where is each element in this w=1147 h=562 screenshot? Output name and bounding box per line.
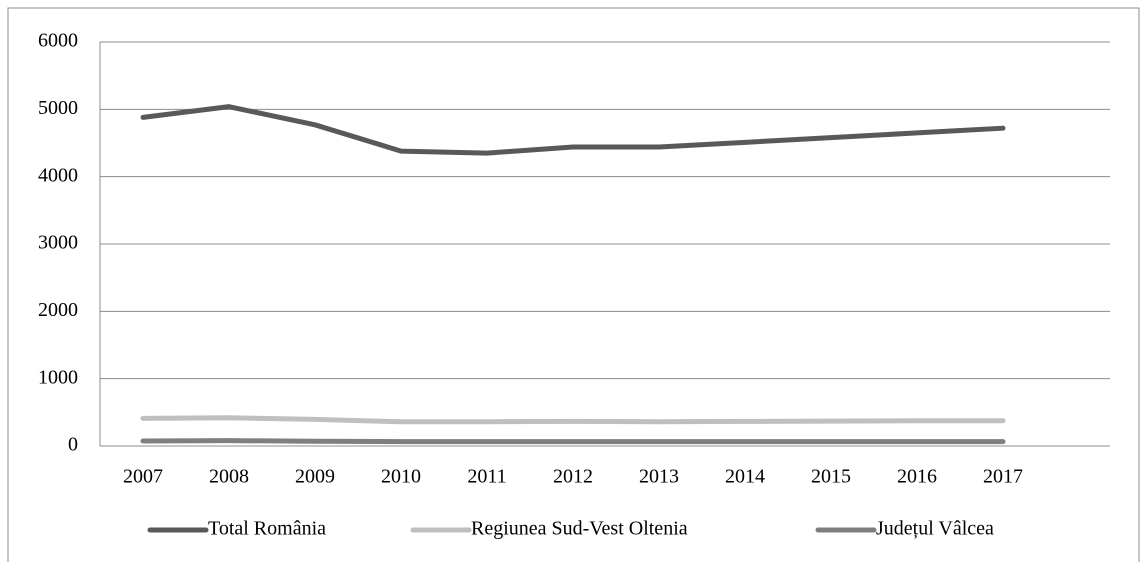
x-tick-label: 2012 (553, 466, 593, 488)
x-tick-label: 2010 (381, 466, 421, 488)
chart-frame (7, 7, 1140, 562)
y-tick-label: 2000 (38, 299, 78, 321)
x-tick-label: 2008 (209, 466, 249, 488)
series-line (140, 415, 1006, 425)
legend-label: Regiunea Sud-Vest Oltenia (471, 518, 688, 540)
x-tick-label: 2011 (467, 466, 506, 488)
legend-label: Județul Vâlcea (876, 518, 994, 540)
x-tick-label: 2015 (811, 466, 851, 488)
x-tick-label: 2007 (123, 466, 163, 488)
x-tick-label: 2014 (725, 466, 765, 488)
x-tick-label: 2009 (295, 466, 335, 488)
y-tick-label: 3000 (38, 232, 78, 254)
y-tick-label: 6000 (38, 30, 78, 52)
y-tick-label: 4000 (38, 164, 78, 186)
series-line (140, 438, 1006, 445)
x-tick-label: 2013 (639, 466, 679, 488)
x-tick-label: 2016 (897, 466, 937, 488)
y-tick-label: 0 (68, 434, 78, 456)
y-tick-label: 5000 (38, 97, 78, 119)
y-tick-label: 1000 (38, 366, 78, 388)
series-line (140, 104, 1006, 156)
x-tick-label: 2017 (983, 466, 1023, 488)
legend-label: Total România (208, 518, 326, 540)
